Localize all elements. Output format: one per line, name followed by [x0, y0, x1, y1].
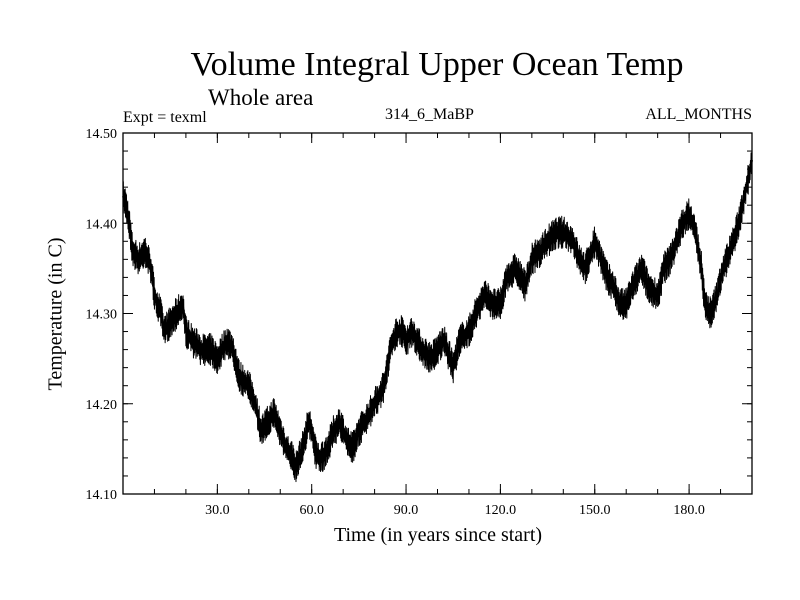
y-tick-label: 14.20: [86, 398, 118, 413]
x-tick-label: 150.0: [579, 503, 611, 518]
axis-ticks: 30.0 60.0 90.0 120.0 150.0 180.0 14.10 14.20 14.…: [86, 127, 752, 518]
chart-subtitle: Whole area: [208, 85, 314, 110]
x-tick-label: 90.0: [394, 503, 419, 518]
plot-data: [122, 152, 753, 483]
plot-frame: [122, 132, 753, 495]
y-tick-label: 14.50: [86, 127, 118, 142]
x-tick-label: 180.0: [673, 503, 705, 518]
x-tick-label: 120.0: [485, 503, 517, 518]
x-tick-label: 60.0: [299, 503, 324, 518]
experiment-label: Expt = texml: [123, 109, 207, 126]
y-tick-label: 14.30: [86, 308, 118, 323]
run-id-label: 314_6_MaBP: [385, 106, 474, 123]
x-axis-label: Time (in years since start): [333, 524, 543, 546]
y-tick-label: 14.10: [86, 488, 118, 503]
y-tick-label: 14.40: [86, 217, 118, 232]
months-label: ALL_MONTHS: [645, 106, 752, 123]
chart-title: Volume Integral Upper Ocean Temp: [190, 46, 684, 83]
x-tick-label: 30.0: [205, 503, 230, 518]
series-line: [122, 159, 753, 470]
series-line-variability: [122, 152, 753, 483]
